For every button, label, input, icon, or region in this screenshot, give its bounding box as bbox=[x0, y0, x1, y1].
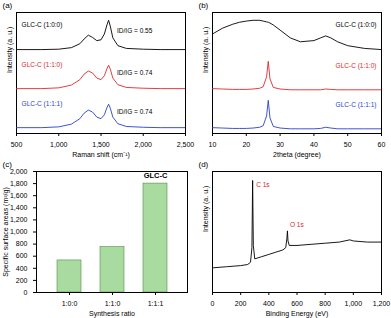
svg-text:200: 200 bbox=[235, 300, 247, 307]
svg-text:Intensity (a. u.): Intensity (a. u.) bbox=[202, 186, 210, 232]
svg-text:2theta (degree): 2theta (degree) bbox=[273, 151, 321, 159]
svg-text:GLC-C (1:1:1): GLC-C (1:1:1) bbox=[22, 100, 63, 108]
svg-text:10: 10 bbox=[209, 141, 217, 148]
svg-text:400: 400 bbox=[263, 300, 275, 307]
svg-text:(d): (d) bbox=[199, 160, 209, 169]
svg-text:GLC-C (1:1:1): GLC-C (1:1:1) bbox=[336, 101, 377, 109]
svg-text:GLC-C (1:1:0): GLC-C (1:1:0) bbox=[336, 62, 377, 70]
svg-text:50: 50 bbox=[344, 141, 352, 148]
svg-text:2,000: 2,000 bbox=[10, 168, 28, 175]
svg-text:1,800: 1,800 bbox=[10, 180, 28, 187]
svg-text:2,500: 2,500 bbox=[177, 141, 195, 148]
svg-text:500: 500 bbox=[11, 141, 23, 148]
svg-text:200: 200 bbox=[16, 277, 28, 284]
svg-text:1:0:0: 1:0:0 bbox=[62, 300, 78, 307]
svg-text:ID/IG = 0.74: ID/IG = 0.74 bbox=[117, 69, 153, 76]
svg-text:Raman shift (cm⁻¹): Raman shift (cm⁻¹) bbox=[72, 151, 130, 159]
svg-text:600: 600 bbox=[291, 300, 303, 307]
svg-text:40: 40 bbox=[310, 141, 318, 148]
svg-text:600: 600 bbox=[16, 252, 28, 259]
svg-text:(b): (b) bbox=[199, 1, 209, 10]
svg-text:1,600: 1,600 bbox=[10, 192, 28, 199]
svg-text:GLC-C (1:0:0): GLC-C (1:0:0) bbox=[22, 21, 63, 29]
svg-text:1:1:1: 1:1:1 bbox=[148, 300, 164, 307]
svg-text:1,000: 1,000 bbox=[50, 141, 68, 148]
svg-text:800: 800 bbox=[16, 240, 28, 247]
svg-text:GLC-C (1:0:0): GLC-C (1:0:0) bbox=[336, 21, 377, 29]
svg-text:800: 800 bbox=[319, 300, 331, 307]
svg-text:Intensity (a. u.): Intensity (a. u.) bbox=[202, 27, 210, 73]
svg-text:400: 400 bbox=[16, 265, 28, 272]
svg-text:1,200: 1,200 bbox=[373, 300, 391, 307]
svg-text:30: 30 bbox=[276, 141, 284, 148]
svg-text:2,000: 2,000 bbox=[134, 141, 152, 148]
svg-text:Binding Energy (eV): Binding Energy (eV) bbox=[266, 310, 329, 318]
svg-text:1:1:0: 1:1:0 bbox=[105, 300, 121, 307]
svg-text:Synthesis ratio: Synthesis ratio bbox=[89, 310, 135, 318]
svg-text:0: 0 bbox=[211, 300, 215, 307]
svg-text:GLC-C (1:1:0): GLC-C (1:1:0) bbox=[22, 60, 63, 68]
svg-text:60: 60 bbox=[378, 141, 386, 148]
svg-text:ID/IG = 0.55: ID/IG = 0.55 bbox=[117, 27, 153, 34]
svg-text:C 1s: C 1s bbox=[256, 181, 270, 188]
svg-text:1,400: 1,400 bbox=[10, 204, 28, 211]
svg-text:0: 0 bbox=[24, 289, 28, 296]
svg-text:O 1s: O 1s bbox=[290, 221, 304, 228]
svg-text:1,000: 1,000 bbox=[345, 300, 363, 307]
svg-text:20: 20 bbox=[242, 141, 250, 148]
svg-text:Intensity (a. u.): Intensity (a. u.) bbox=[6, 27, 14, 73]
svg-text:GLC-C: GLC-C bbox=[144, 171, 168, 180]
svg-text:(a): (a) bbox=[3, 1, 13, 10]
svg-text:1,500: 1,500 bbox=[92, 141, 110, 148]
svg-text:(c): (c) bbox=[3, 160, 13, 169]
svg-text:Specific surface areas (m²/g): Specific surface areas (m²/g) bbox=[2, 187, 10, 276]
svg-text:1,200: 1,200 bbox=[10, 216, 28, 223]
svg-text:1,000: 1,000 bbox=[10, 228, 28, 235]
svg-text:ID/IG = 0.74: ID/IG = 0.74 bbox=[117, 108, 153, 115]
